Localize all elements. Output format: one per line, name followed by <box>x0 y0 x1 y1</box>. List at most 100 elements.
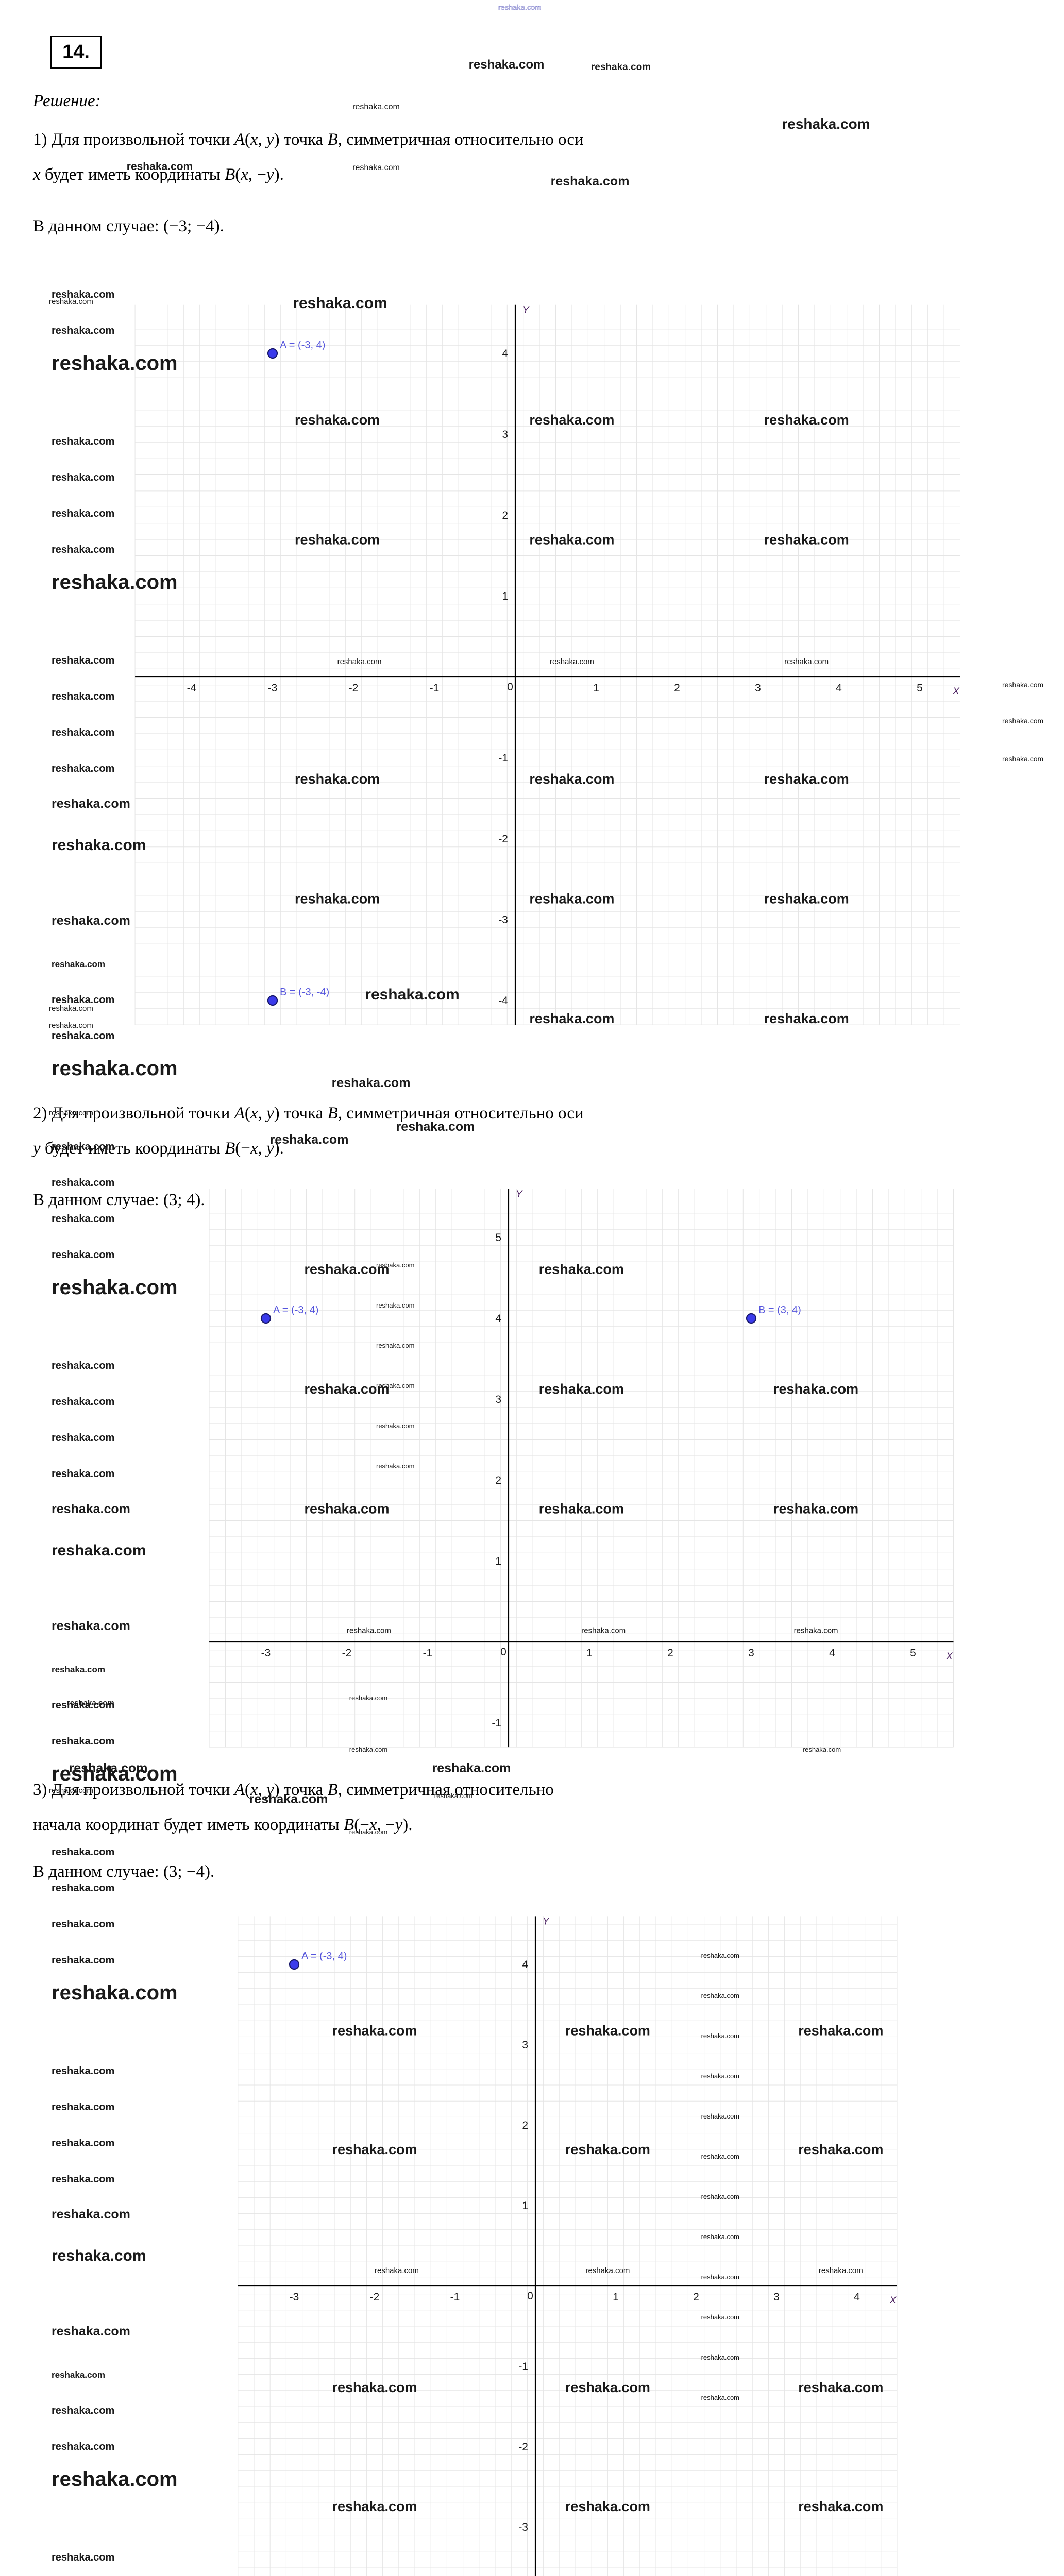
svg-text:reshaka.com: reshaka.com <box>701 2394 739 2401</box>
svg-text:reshaka.com: reshaka.com <box>52 1883 114 1894</box>
svg-text:reshaka.com: reshaka.com <box>52 1981 178 2004</box>
svg-text:reshaka.com: reshaka.com <box>52 691 114 702</box>
svg-text:reshaka.com: reshaka.com <box>798 2380 883 2395</box>
svg-text:reshaka.com: reshaka.com <box>67 1699 114 1707</box>
svg-text:reshaka.com: reshaka.com <box>1002 717 1043 725</box>
svg-text:reshaka.com: reshaka.com <box>764 1011 849 1026</box>
svg-text:reshaka.com: reshaka.com <box>49 1004 93 1013</box>
svg-text:reshaka.com: reshaka.com <box>52 436 114 447</box>
svg-text:reshaka.com: reshaka.com <box>49 1021 93 1030</box>
svg-text:reshaka.com: reshaka.com <box>539 1501 624 1516</box>
svg-text:reshaka.com: reshaka.com <box>52 1177 114 1189</box>
svg-text:reshaka.com: reshaka.com <box>52 2468 178 2490</box>
svg-text:reshaka.com: reshaka.com <box>376 1342 414 1349</box>
svg-text:reshaka.com: reshaka.com <box>701 1992 739 1999</box>
svg-text:reshaka.com: reshaka.com <box>365 986 459 1003</box>
svg-text:reshaka.com: reshaka.com <box>52 1542 146 1559</box>
svg-text:reshaka.com: reshaka.com <box>347 1626 391 1635</box>
svg-text:reshaka.com: reshaka.com <box>819 2266 863 2275</box>
svg-text:reshaka.com: reshaka.com <box>565 2499 650 2514</box>
svg-text:reshaka.com: reshaka.com <box>52 1213 114 1225</box>
svg-text:reshaka.com: reshaka.com <box>352 103 400 111</box>
svg-text:reshaka.com: reshaka.com <box>349 1828 387 1836</box>
svg-text:reshaka.com: reshaka.com <box>701 2313 739 2321</box>
svg-text:reshaka.com: reshaka.com <box>270 1132 349 1147</box>
svg-text:reshaka.com: reshaka.com <box>332 1076 411 1090</box>
svg-text:reshaka.com: reshaka.com <box>52 1276 178 1299</box>
svg-text:reshaka.com: reshaka.com <box>565 2142 650 2157</box>
svg-text:reshaka.com: reshaka.com <box>52 1502 130 1516</box>
svg-text:reshaka.com: reshaka.com <box>798 2142 883 2157</box>
svg-text:reshaka.com: reshaka.com <box>434 1792 472 1800</box>
svg-text:reshaka.com: reshaka.com <box>376 1382 414 1389</box>
svg-text:reshaka.com: reshaka.com <box>701 2072 739 2080</box>
svg-text:reshaka.com: reshaka.com <box>529 532 614 548</box>
svg-text:reshaka.com: reshaka.com <box>52 2405 114 2416</box>
svg-text:reshaka.com: reshaka.com <box>376 1301 414 1309</box>
svg-text:reshaka.com: reshaka.com <box>293 295 387 312</box>
svg-text:reshaka.com: reshaka.com <box>529 412 614 428</box>
svg-text:reshaka.com: reshaka.com <box>764 532 849 548</box>
svg-text:reshaka.com: reshaka.com <box>794 1626 838 1635</box>
svg-text:reshaka.com: reshaka.com <box>52 2324 130 2338</box>
svg-text:reshaka.com: reshaka.com <box>295 532 380 548</box>
svg-text:reshaka.com: reshaka.com <box>701 2153 739 2160</box>
svg-text:reshaka.com: reshaka.com <box>585 2266 630 2275</box>
svg-text:reshaka.com: reshaka.com <box>332 2499 417 2514</box>
svg-text:reshaka.com: reshaka.com <box>550 657 594 666</box>
svg-text:reshaka.com: reshaka.com <box>581 1626 626 1635</box>
svg-text:reshaka.com: reshaka.com <box>49 1109 93 1117</box>
svg-text:reshaka.com: reshaka.com <box>332 2142 417 2157</box>
svg-text:reshaka.com: reshaka.com <box>551 174 630 189</box>
svg-text:reshaka.com: reshaka.com <box>764 412 849 428</box>
svg-text:reshaka.com: reshaka.com <box>52 2065 114 2077</box>
svg-text:reshaka.com: reshaka.com <box>52 1396 114 1408</box>
svg-text:reshaka.com: reshaka.com <box>1002 681 1043 689</box>
svg-text:reshaka.com: reshaka.com <box>52 763 114 774</box>
svg-text:reshaka.com: reshaka.com <box>127 161 193 173</box>
svg-text:reshaka.com: reshaka.com <box>52 1141 114 1153</box>
svg-text:reshaka.com: reshaka.com <box>332 2380 417 2395</box>
svg-text:reshaka.com: reshaka.com <box>295 771 380 787</box>
svg-text:reshaka.com: reshaka.com <box>52 2247 146 2264</box>
svg-text:reshaka.com: reshaka.com <box>565 2380 650 2395</box>
svg-text:reshaka.com: reshaka.com <box>52 571 178 594</box>
svg-text:reshaka.com: reshaka.com <box>539 1381 624 1397</box>
svg-text:reshaka.com: reshaka.com <box>432 1761 511 1775</box>
svg-text:reshaka.com: reshaka.com <box>764 771 849 787</box>
svg-text:reshaka.com: reshaka.com <box>49 1786 93 1795</box>
svg-text:reshaka.com: reshaka.com <box>52 1030 114 1042</box>
svg-text:reshaka.com: reshaka.com <box>52 655 114 666</box>
svg-text:reshaka.com: reshaka.com <box>349 1745 387 1753</box>
svg-text:reshaka.com: reshaka.com <box>701 2112 739 2120</box>
svg-text:reshaka.com: reshaka.com <box>701 2233 739 2241</box>
svg-text:reshaka.com: reshaka.com <box>529 771 614 787</box>
svg-text:reshaka.com: reshaka.com <box>764 891 849 907</box>
svg-text:reshaka.com: reshaka.com <box>52 544 114 555</box>
svg-text:reshaka.com: reshaka.com <box>52 2552 114 2563</box>
svg-text:reshaka.com: reshaka.com <box>376 1462 414 1470</box>
svg-text:reshaka.com: reshaka.com <box>52 2441 114 2452</box>
svg-text:reshaka.com: reshaka.com <box>469 58 545 72</box>
svg-text:reshaka.com: reshaka.com <box>52 1249 114 1261</box>
svg-text:reshaka.com: reshaka.com <box>52 2174 114 2185</box>
svg-text:reshaka.com: reshaka.com <box>784 657 829 666</box>
svg-text:reshaka.com: reshaka.com <box>352 163 400 172</box>
svg-text:reshaka.com: reshaka.com <box>52 959 105 969</box>
svg-text:reshaka.com: reshaka.com <box>773 1381 858 1397</box>
svg-text:reshaka.com: reshaka.com <box>52 727 114 738</box>
svg-text:reshaka.com: reshaka.com <box>701 2273 739 2281</box>
svg-text:reshaka.com: reshaka.com <box>701 2032 739 2040</box>
svg-text:reshaka.com: reshaka.com <box>701 2353 739 2361</box>
svg-text:reshaka.com: reshaka.com <box>782 116 870 132</box>
svg-text:reshaka.com: reshaka.com <box>52 352 178 375</box>
svg-text:reshaka.com: reshaka.com <box>52 508 114 519</box>
svg-text:reshaka.com: reshaka.com <box>52 1360 114 1371</box>
svg-text:reshaka.com: reshaka.com <box>52 913 130 928</box>
svg-text:reshaka.com: reshaka.com <box>52 1057 178 1080</box>
svg-text:reshaka.com: reshaka.com <box>52 1468 114 1480</box>
svg-text:reshaka.com: reshaka.com <box>52 1919 114 1930</box>
svg-text:reshaka.com: reshaka.com <box>798 2023 883 2038</box>
svg-text:reshaka.com: reshaka.com <box>52 1619 130 1633</box>
svg-text:reshaka.com: reshaka.com <box>69 1761 148 1775</box>
